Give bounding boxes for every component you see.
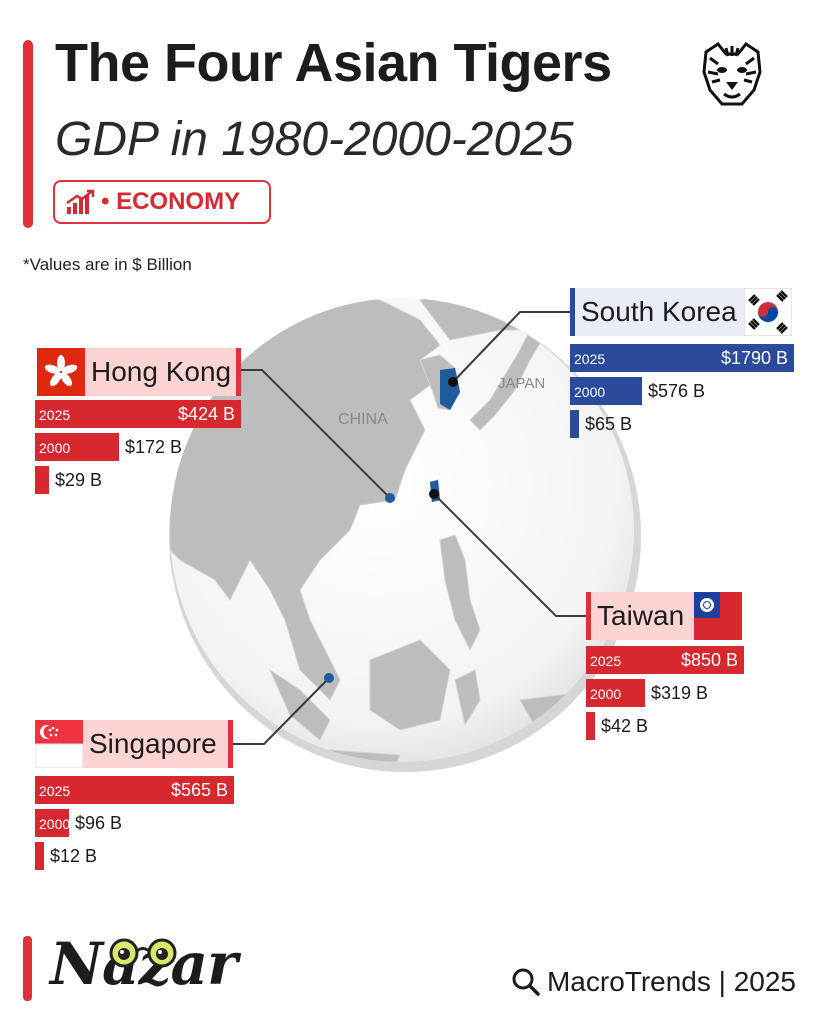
singapore-marker	[324, 673, 334, 683]
singapore-leader-line	[232, 677, 330, 745]
japan-label: JAPAN	[498, 375, 545, 392]
growth-chart-icon	[66, 189, 95, 214]
taiwan-bar-2025: 2025 $850 B	[586, 646, 744, 674]
singapore-bar-2025: 2025 $565 B	[35, 776, 234, 804]
hong-kong-bar-2025: 2025 $424 B	[35, 400, 241, 428]
bar-value-label: $42 B	[601, 716, 649, 736]
glasses-icon	[109, 938, 177, 968]
bar-value-label: $576 B	[648, 381, 706, 401]
page-title: The Four Asian Tigers	[55, 33, 612, 93]
taiwan-flag-icon	[694, 592, 742, 640]
hong-kong-bar-2000: 2000	[35, 433, 119, 461]
source-credit: MacroTrends | 2025	[511, 966, 796, 998]
bar-value-label: $424 B	[177, 404, 235, 424]
hong-kong-flag-icon	[37, 348, 85, 396]
taiwan-bar-2000: 2000	[586, 679, 645, 707]
bar-year-label: 2000	[574, 384, 606, 400]
title-accent-bar	[23, 40, 33, 228]
china-label: CHINA	[338, 411, 388, 428]
singapore-bar-1980	[35, 842, 44, 870]
tiger-icon	[702, 41, 762, 106]
taiwan-name: Taiwan	[597, 600, 685, 631]
bar-year-label: 2000	[590, 686, 622, 702]
taiwan-marker	[429, 489, 439, 499]
singapore-bar-2000: 2000	[35, 809, 71, 837]
search-icon	[512, 968, 540, 996]
taiwan-leader-line	[433, 493, 586, 617]
bar-year-label: 2025	[39, 783, 71, 799]
south-korea-label: South Korea	[570, 288, 744, 336]
bar-value-label: $172 B	[125, 437, 183, 457]
units-note: *Values are in $ Billion	[23, 255, 192, 274]
bar-value-label: $565 B	[170, 780, 228, 800]
singapore-name: Singapore	[89, 728, 217, 759]
bar-value-label: $29 B	[55, 470, 103, 490]
bar-value-label: $96 B	[75, 813, 123, 833]
bar-value-label: $319 B	[651, 683, 709, 703]
hong-kong-name: Hong Kong	[91, 356, 232, 387]
bar-year-label: 2000	[39, 816, 71, 832]
bar-value-label: $65 B	[585, 414, 633, 434]
bar-year-label: 2025	[574, 351, 606, 367]
singapore-flag-icon	[35, 720, 83, 768]
south-korea-bar-2000: 2000	[570, 377, 642, 405]
hong-kong-bar-1980	[35, 466, 49, 494]
page-subtitle: GDP in 1980-2000-2025	[55, 113, 574, 166]
taiwan-bar-1980	[586, 712, 595, 740]
category-tag: • ECONOMY	[53, 180, 271, 224]
south-korea-leader-line	[452, 311, 570, 383]
brand-accent-bar	[23, 936, 32, 1001]
category-label: • ECONOMY	[101, 188, 241, 215]
borneo-land	[369, 639, 451, 731]
source-text: MacroTrends | 2025	[546, 966, 796, 997]
hong-kong-marker	[385, 493, 395, 503]
south-korea-bar-2025: 2025 $1790 B	[570, 344, 794, 372]
brand-logo: Nazar	[50, 930, 238, 998]
bar-value-label: $1790 B	[720, 348, 788, 368]
hong-kong-leader-line	[238, 369, 391, 499]
sulawesi-land	[454, 669, 481, 727]
bar-value-label: $12 B	[50, 846, 98, 866]
south-korea-bar-1980	[570, 410, 579, 438]
south-korea-marker	[448, 377, 458, 387]
bar-year-label: 2000	[39, 440, 71, 456]
sumatra-land	[268, 668, 331, 741]
philippines-land	[439, 534, 481, 652]
bar-year-label: 2025	[590, 653, 622, 669]
south-korea-flag-icon	[744, 288, 792, 336]
singapore-label: Singapore	[83, 720, 233, 768]
hong-kong-label: Hong Kong	[85, 348, 241, 396]
bar-value-label: $850 B	[680, 650, 738, 670]
south-korea-name: South Korea	[581, 296, 737, 327]
taiwan-label: Taiwan	[586, 592, 694, 640]
bar-year-label: 2025	[39, 407, 71, 423]
